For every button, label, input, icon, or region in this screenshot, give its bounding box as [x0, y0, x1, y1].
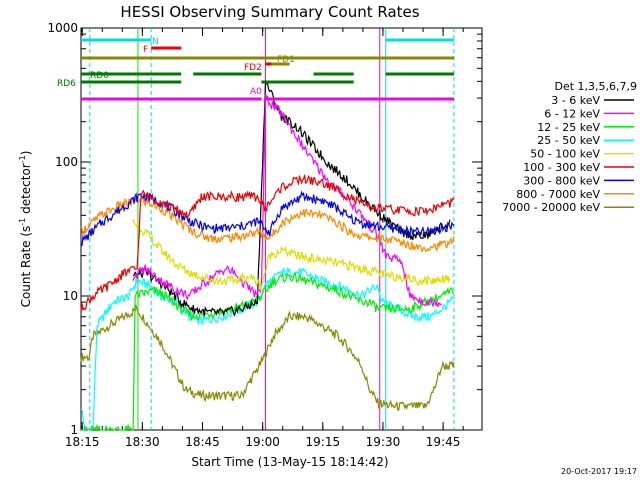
datestamp: 20-Oct-2017 19:17 [561, 467, 637, 476]
axis-ticks: 18:15 18:30 18:45 19:00 19:15 19:30 19:45 1 10 10… [47, 21, 482, 449]
y-tick-label: 1000 [47, 21, 78, 35]
x-tick-label: 18:30 [125, 435, 160, 449]
series-line [132, 80, 451, 317]
flag-bar-label: A0 [250, 87, 262, 97]
legend-entry-label: 50 - 100 keV [530, 148, 600, 161]
legend-entry-label: 7000 - 20000 keV [502, 201, 600, 214]
series-line [80, 190, 455, 247]
x-tick-label: 19:30 [366, 435, 401, 449]
series-line [80, 266, 454, 431]
y-tick-label: 10 [63, 289, 78, 303]
y-tick-label: 100 [55, 155, 78, 169]
flag-bars: NF FD2 FD1 RD0 RD6 A0 [57, 37, 454, 101]
legend-entry-label: 12 - 25 keV [537, 121, 600, 134]
flag-bar-label: FD2 [244, 63, 262, 73]
legend-entry-label: 300 - 800 keV [523, 174, 600, 187]
x-tick-label: 18:45 [185, 435, 220, 449]
chart-title: HESSI Observing Summary Count Rates [120, 3, 419, 21]
x-tick-label: 19:00 [245, 435, 280, 449]
flag-bar-label: N [152, 37, 159, 47]
series-line [80, 303, 455, 412]
x-tick-label: 18:15 [65, 435, 100, 449]
series-line [132, 93, 443, 307]
series-line [81, 271, 455, 432]
flag-bar-label: FD1 [277, 55, 295, 65]
flag-bar-label: RD0 [90, 71, 109, 81]
y-tick-label: 1 [70, 423, 78, 437]
x-tick-label: 19:15 [306, 435, 341, 449]
flag-bar-label: F [143, 45, 148, 55]
legend-entry-label: 800 - 7000 keV [516, 188, 600, 201]
legend-entry-label: 100 - 300 keV [523, 161, 600, 174]
series-layer [80, 80, 455, 432]
legend-entry-label: 3 - 6 keV [551, 94, 600, 107]
legend-entry-label: 6 - 12 keV [544, 107, 600, 120]
x-tick-label: 19:45 [426, 435, 461, 449]
legend-header: Det 1,3,5,6,7,9 [554, 80, 637, 93]
series-line [80, 174, 455, 312]
series-line [132, 219, 451, 292]
legend-entry-label: 25 - 50 keV [537, 134, 600, 147]
x-axis-label: Start Time (13-May-15 18:14:42) [191, 455, 388, 469]
flag-bar-label: RD6 [57, 79, 76, 89]
y-axis-label: Count Rate (s-1 detector-1) [18, 151, 33, 308]
plot-frame [80, 27, 483, 431]
